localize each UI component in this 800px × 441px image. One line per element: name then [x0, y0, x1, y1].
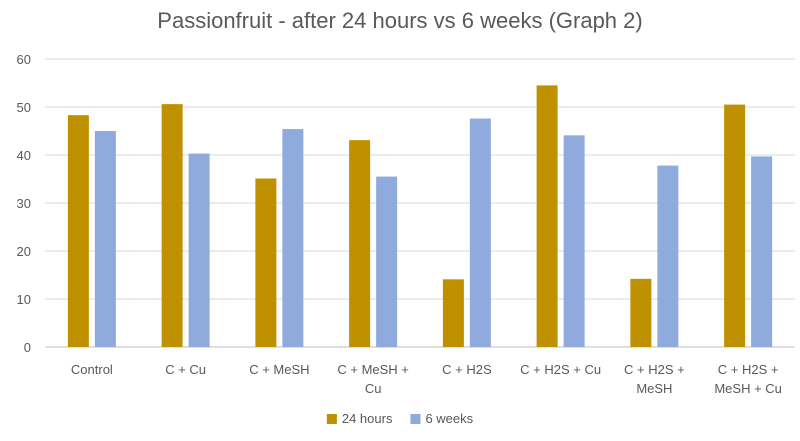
bar-6-weeks	[94, 131, 116, 347]
bar-24-hours	[630, 278, 652, 347]
bar-24-hours	[67, 115, 89, 347]
bar-6-weeks	[188, 153, 210, 347]
x-tick-label: C + H2S + MeSH + Cu	[714, 362, 782, 396]
y-tick-label: 20	[17, 244, 31, 259]
x-tick-label: C + H2S	[442, 362, 492, 377]
x-tick-label: C + H2S + Cu	[520, 362, 601, 377]
legend-label-24-hours: 24 hours	[342, 411, 393, 426]
legend-swatch-24-hours	[326, 414, 337, 424]
x-tick-label: C + MeSH	[249, 362, 309, 377]
y-tick-label: 60	[17, 52, 31, 67]
y-tick-label: 40	[17, 148, 31, 163]
x-tick-label: Control	[71, 362, 113, 377]
bar-6-weeks	[751, 156, 773, 347]
y-tick-label: 0	[24, 340, 31, 355]
x-tick-label: C + MeSH + Cu	[337, 362, 409, 396]
bar-24-hours	[161, 104, 183, 348]
bar-24-hours	[724, 104, 746, 347]
bar-24-hours	[255, 178, 277, 347]
x-tick-label: C + Cu	[165, 362, 206, 377]
y-tick-label: 30	[17, 196, 31, 211]
bar-6-weeks	[469, 118, 491, 348]
chart-title: Passionfruit - after 24 hours vs 6 weeks…	[157, 8, 643, 33]
bar-6-weeks	[657, 165, 679, 347]
legend-label-6-weeks: 6 weeks	[425, 411, 473, 426]
y-tick-label: 50	[17, 100, 31, 115]
bar-24-hours	[349, 140, 371, 347]
bar-6-weeks	[563, 135, 585, 347]
bar-24-hours	[536, 85, 558, 348]
bar-6-weeks	[376, 176, 398, 347]
x-tick-label: C + H2S + MeSH	[624, 362, 685, 396]
y-tick-label: 10	[17, 292, 31, 307]
bar-24-hours	[442, 279, 464, 347]
legend-swatch-6-weeks	[410, 414, 421, 424]
legend: 24 hours 6 weeks	[326, 411, 474, 426]
bar-6-weeks	[282, 129, 304, 347]
